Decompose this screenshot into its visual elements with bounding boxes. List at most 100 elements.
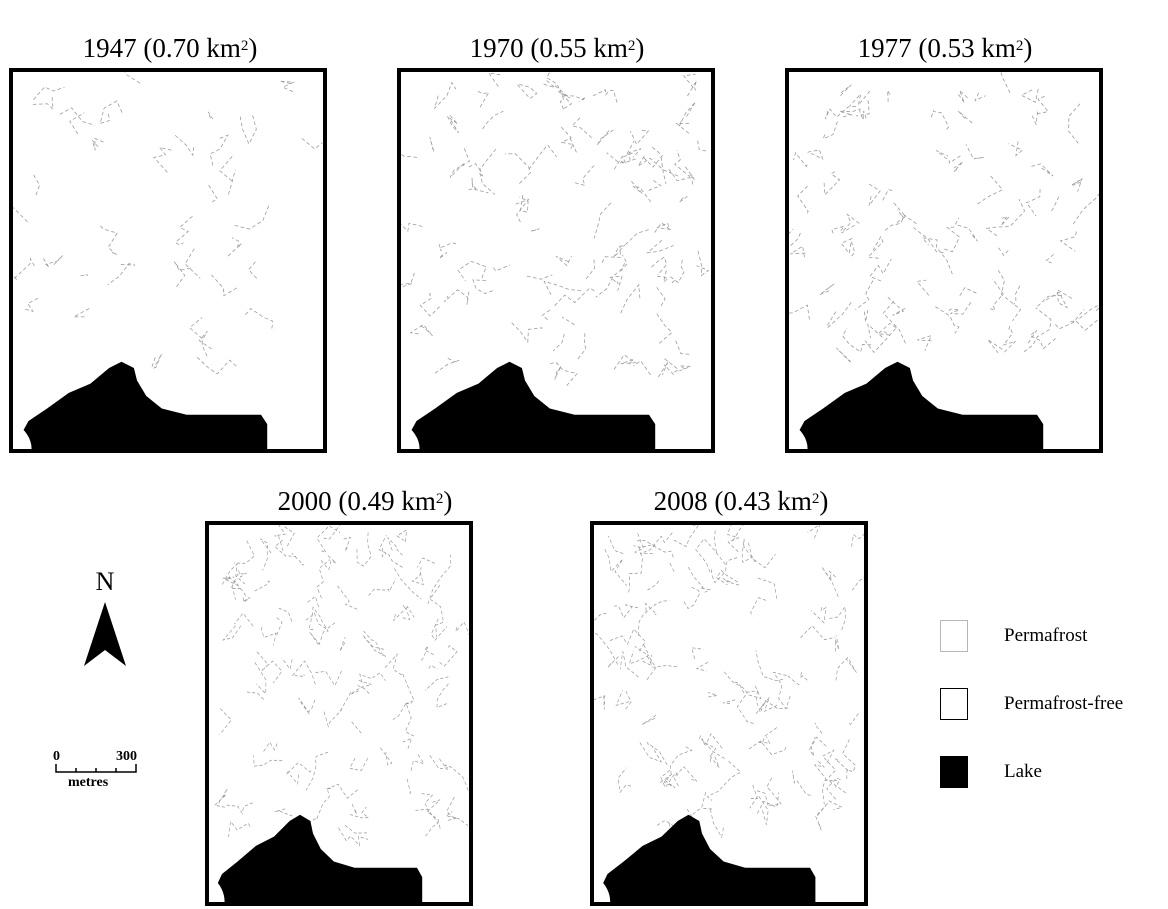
permafrost-boundary — [429, 584, 444, 638]
permafrost-boundary — [594, 695, 606, 710]
legend-label: Lake — [1004, 761, 1042, 782]
permafrost-boundary — [207, 111, 213, 119]
shore-gap — [209, 873, 225, 902]
permafrost-boundary — [234, 205, 270, 230]
permafrost-boundary — [174, 215, 193, 246]
permafrost-boundary — [593, 202, 612, 239]
permafrost-boundary — [713, 528, 717, 553]
permafrost-boundary — [564, 95, 586, 103]
permafrost-boundary — [810, 606, 827, 624]
permafrost-boundary — [819, 283, 835, 296]
permafrost-boundary — [826, 302, 852, 329]
permafrost-boundary — [822, 749, 837, 781]
permafrost-boundary — [594, 612, 619, 665]
permafrost-boundary — [695, 538, 726, 573]
permafrost-boundary — [642, 654, 653, 666]
permafrost-boundary — [674, 150, 693, 185]
permafrost-boundary — [326, 783, 359, 799]
permafrost-boundary — [710, 809, 725, 839]
permafrost-boundary — [415, 808, 439, 839]
permafrost-boundary — [985, 198, 1026, 237]
permafrost-boundary — [99, 100, 123, 124]
permafrost-boundary — [687, 525, 699, 544]
permafrost-boundary — [930, 109, 950, 130]
permafrost-boundary — [362, 630, 384, 656]
permafrost-boundary — [868, 183, 881, 206]
permafrost-boundary — [401, 153, 418, 158]
permafrost-boundary — [69, 112, 85, 135]
permafrost-boundary — [209, 134, 229, 168]
permafrost-boundary — [227, 237, 242, 257]
permafrost-boundary — [750, 597, 767, 617]
permafrost-boundary — [585, 259, 596, 280]
permafrost-boundary — [554, 287, 596, 306]
permafrost-boundary — [887, 296, 906, 316]
permafrost-boundary — [543, 280, 582, 297]
lake-shape — [13, 361, 268, 449]
permafrost-boundary — [472, 279, 493, 294]
permafrost-boundary — [656, 312, 673, 344]
permafrost-boundary — [124, 72, 141, 84]
permafrost-boundary — [572, 165, 595, 186]
permafrost-boundary — [936, 150, 961, 164]
permafrost-boundary — [569, 137, 577, 153]
permafrost-boundary — [239, 115, 257, 145]
permafrost-boundary — [1025, 189, 1041, 217]
permafrost-boundary — [613, 229, 649, 258]
permafrost-boundary — [541, 309, 551, 320]
permafrost-boundary — [953, 161, 964, 173]
permafrost-boundary — [80, 274, 89, 277]
permafrost-boundary — [401, 272, 415, 288]
permafrost-boundary — [646, 741, 668, 766]
permafrost-boundary — [799, 671, 808, 681]
map-frame-1947 — [9, 68, 327, 453]
permafrost-boundary — [643, 146, 663, 168]
permafrost-boundary — [381, 548, 387, 558]
permafrost-boundary — [13, 257, 35, 282]
permafrost-boundary — [291, 660, 316, 685]
permafrost-boundary — [654, 270, 669, 284]
permafrost-boundary — [595, 263, 626, 298]
shore-gap — [789, 420, 808, 449]
permafrost-boundary — [624, 602, 639, 609]
permafrost-boundary — [660, 157, 667, 185]
permafrost-boundary — [307, 595, 320, 609]
permafrost-boundary — [350, 801, 357, 815]
permafrost-boundary — [291, 553, 304, 566]
permafrost-boundary — [231, 580, 247, 600]
permafrost-boundary — [625, 691, 632, 710]
permafrost-boundary — [881, 188, 893, 202]
permafrost-boundary — [33, 174, 41, 196]
permafrost-boundary — [493, 264, 510, 272]
permafrost-boundary — [402, 605, 415, 618]
panel-area-exponent: 2 — [811, 491, 820, 507]
permafrost-boundary — [634, 532, 644, 554]
permafrost-boundary — [228, 169, 236, 195]
permafrost-boundary — [789, 228, 801, 248]
permafrost-boundary — [219, 708, 232, 735]
permafrost-boundary — [254, 662, 267, 695]
permafrost-boundary — [913, 227, 945, 254]
permafrost-boundary — [222, 624, 243, 641]
permafrost-boundary — [869, 258, 892, 282]
permafrost-boundary — [637, 600, 670, 636]
permafrost-boundary — [957, 90, 968, 104]
permafrost-boundary — [529, 228, 540, 232]
permafrost-boundary — [709, 755, 720, 768]
permafrost-boundary — [701, 738, 726, 760]
permafrost-boundary — [974, 92, 986, 102]
permafrost-boundary — [645, 602, 658, 616]
permafrost-boundary — [1045, 253, 1054, 264]
permafrost-boundary — [402, 673, 415, 705]
permafrost-boundary — [760, 740, 787, 756]
permafrost-boundary — [697, 140, 709, 152]
permafrost-boundary — [670, 258, 685, 284]
permafrost-boundary — [613, 354, 637, 370]
permafrost-boundary — [755, 650, 784, 682]
scale-bar-line — [55, 764, 137, 773]
permafrost-boundary — [609, 628, 646, 653]
permafrost-boundary — [863, 308, 869, 322]
permafrost-boundary — [671, 279, 676, 284]
permafrost-boundary — [842, 327, 872, 353]
permafrost-boundary — [153, 146, 174, 173]
